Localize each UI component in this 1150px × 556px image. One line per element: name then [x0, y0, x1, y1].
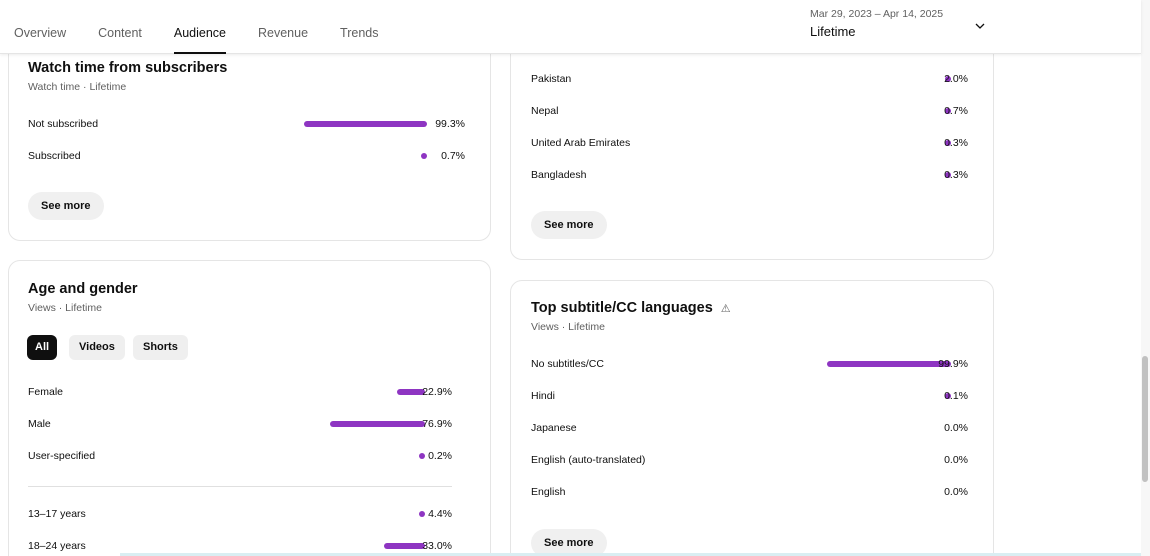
card-title-text: Top subtitle/CC languages	[531, 300, 713, 316]
metric-label: 18–24 years	[28, 540, 86, 552]
tab-bar: Overview Content Audience Revenue Trends	[14, 0, 411, 54]
age-gender-card: Age and gender Views · Lifetime All Vide…	[8, 260, 491, 556]
scrollbar-track[interactable]	[1141, 0, 1150, 556]
metric-label: Hindi	[531, 390, 555, 402]
top-bar: Overview Content Audience Revenue Trends…	[0, 0, 1141, 54]
metric-bar	[945, 393, 951, 399]
metric-bar	[329, 421, 425, 427]
metric-percent: 0.3%	[944, 137, 968, 149]
metric-percent: 76.9%	[422, 418, 452, 430]
metric-label: 13–17 years	[28, 508, 86, 520]
metric-label: User-specified	[28, 450, 96, 462]
metric-row: English 0.0%	[531, 485, 968, 501]
chevron-down-icon	[975, 23, 985, 29]
tab-audience[interactable]: Audience	[173, 0, 227, 54]
metric-row: Male 76.9%	[28, 417, 452, 433]
card-title: Watch time from subscribers	[28, 60, 228, 76]
see-more-button[interactable]: See more	[28, 192, 104, 220]
card-subtitle: Watch time · Lifetime	[28, 81, 127, 93]
metric-percent: 33.0%	[422, 540, 452, 552]
tab-overview[interactable]: Overview	[14, 26, 67, 40]
metric-label: Male	[28, 418, 51, 430]
metric-bar	[827, 361, 951, 367]
metric-row: United Arab Emirates 0.3%	[531, 136, 968, 152]
metric-label: Pakistan	[531, 73, 572, 85]
metric-bar	[945, 76, 951, 82]
card-title: Age and gender	[28, 281, 138, 297]
bottom-edge	[120, 553, 1141, 556]
metric-percent: 0.3%	[944, 169, 968, 181]
metric-percent: 0.0%	[944, 422, 968, 434]
metric-label: Subscribed	[28, 150, 81, 162]
metric-label: English (auto-translated)	[531, 454, 646, 466]
metric-label: Bangladesh	[531, 169, 587, 181]
card-subtitle: Views · Lifetime	[531, 321, 605, 333]
metric-percent: 2.0%	[944, 73, 968, 85]
metric-row: Not subscribed 99.3%	[28, 117, 465, 133]
metric-label: Nepal	[531, 105, 559, 117]
watch-time-card: Watch time from subscribers Watch time ·…	[8, 40, 491, 241]
metric-row: Hindi 0.1%	[531, 389, 968, 405]
tab-content[interactable]: Content	[98, 26, 142, 40]
metric-row: Nepal 0.7%	[531, 104, 968, 120]
divider	[28, 486, 452, 487]
metric-label: Female	[28, 386, 64, 398]
date-range-dates: Mar 29, 2023 – Apr 14, 2025	[810, 8, 944, 20]
metric-bar	[303, 121, 427, 127]
metric-bar	[945, 140, 951, 146]
metric-row: Bangladesh 0.3%	[531, 168, 968, 184]
chip-shorts[interactable]: Shorts	[133, 335, 188, 360]
metric-row: 13–17 years 4.4%	[28, 507, 452, 523]
metric-row: Female 22.9%	[28, 385, 452, 401]
metric-percent: 0.1%	[944, 390, 968, 402]
metric-label: United Arab Emirates	[531, 137, 631, 149]
metric-bar	[384, 543, 425, 549]
metric-percent: 0.2%	[428, 450, 452, 462]
metric-percent: 99.3%	[435, 118, 465, 130]
metric-row: Japanese 0.0%	[531, 421, 968, 437]
metric-label: English	[531, 486, 566, 498]
metric-row: Subscribed 0.7%	[28, 149, 465, 165]
tab-trends[interactable]: Trends	[340, 26, 379, 40]
metric-bar	[945, 172, 951, 178]
metric-row: English (auto-translated) 0.0%	[531, 453, 968, 469]
date-range-period: Lifetime	[810, 24, 856, 39]
subtitle-languages-card: Top subtitle/CC languages ⚠ Views · Lifet…	[510, 280, 994, 556]
scrollbar-thumb[interactable]	[1142, 356, 1148, 482]
metric-percent: 4.4%	[428, 508, 452, 520]
see-more-button[interactable]: See more	[531, 529, 607, 556]
metric-bar	[419, 511, 425, 517]
metric-percent: 0.0%	[944, 454, 968, 466]
warning-icon[interactable]: ⚠	[720, 303, 731, 315]
metric-percent: 99.9%	[938, 358, 968, 370]
geography-card: Pakistan 2.0% Nepal 0.7% United Arab Emirate…	[510, 40, 994, 260]
chip-videos[interactable]: Videos	[69, 335, 125, 360]
metric-bar	[396, 389, 425, 395]
see-more-button[interactable]: See more	[531, 211, 607, 239]
tab-revenue[interactable]: Revenue	[258, 26, 309, 40]
card-title: Top subtitle/CC languages ⚠	[531, 300, 731, 316]
card-subtitle: Views · Lifetime	[28, 302, 102, 314]
metric-row: User-specified 0.2%	[28, 449, 452, 465]
metric-bar	[945, 108, 951, 114]
chip-all[interactable]: All	[27, 335, 58, 360]
metric-label: Not subscribed	[28, 118, 99, 130]
metric-percent: 0.0%	[944, 486, 968, 498]
metric-label: Japanese	[531, 422, 577, 434]
date-range-selector[interactable]: Mar 29, 2023 – Apr 14, 2025 Lifetime	[810, 8, 990, 48]
metric-row: Pakistan 2.0%	[531, 72, 968, 88]
metric-row: 18–24 years 33.0%	[28, 539, 452, 555]
metric-percent: 0.7%	[944, 105, 968, 117]
metric-row: No subtitles/CC 99.9%	[531, 357, 968, 373]
metric-bar	[421, 153, 427, 159]
metric-label: No subtitles/CC	[531, 358, 604, 370]
metric-bar	[419, 453, 425, 459]
metric-percent: 0.7%	[441, 150, 465, 162]
metric-percent: 22.9%	[422, 386, 452, 398]
